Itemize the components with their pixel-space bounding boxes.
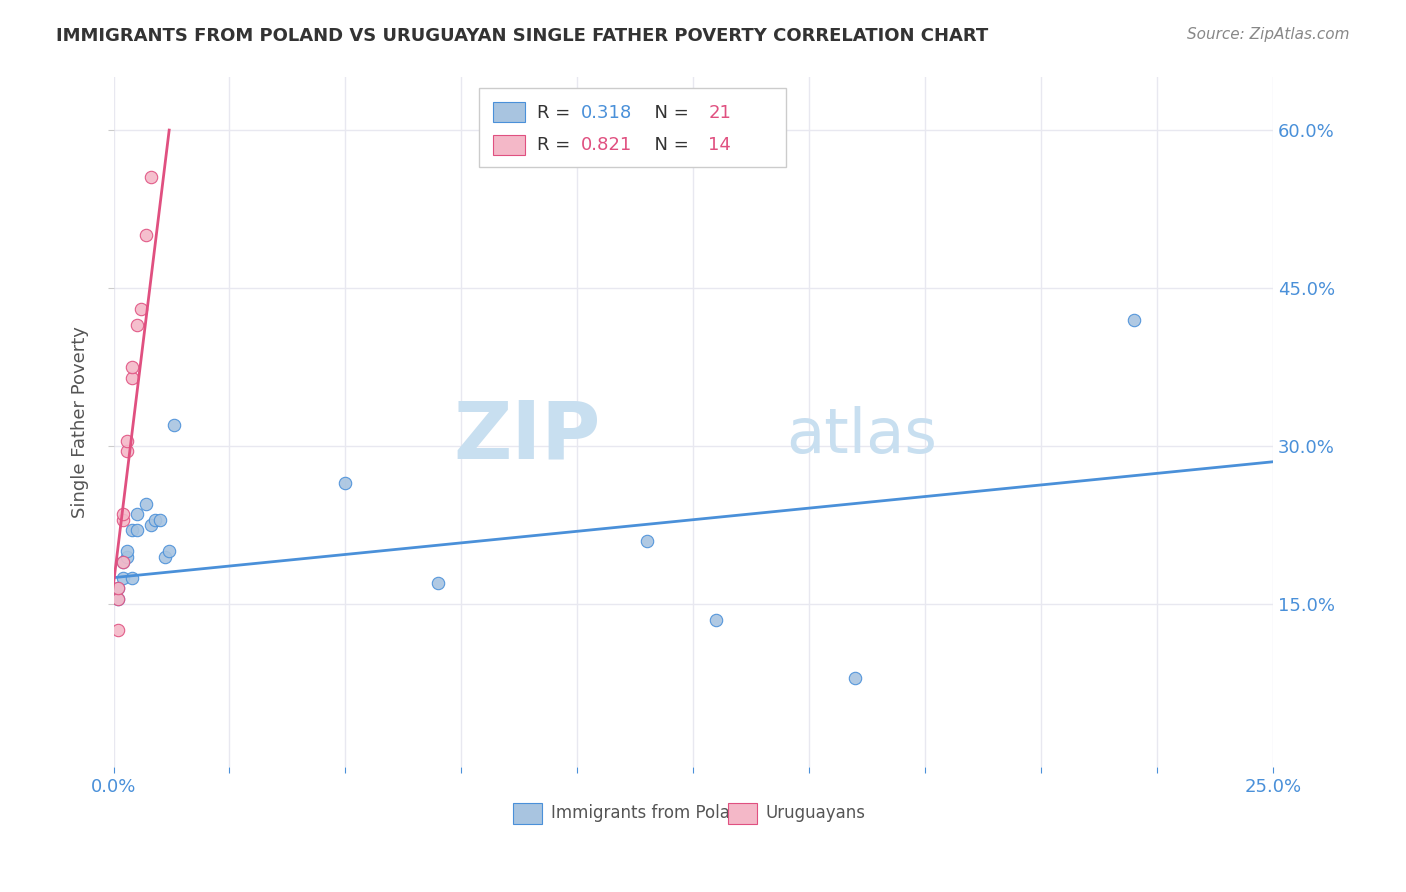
Point bbox=[135, 228, 157, 243]
Point bbox=[131, 302, 153, 317]
Point bbox=[121, 523, 143, 537]
Text: atlas: atlas bbox=[786, 406, 936, 467]
Text: IMMIGRANTS FROM POLAND VS URUGUAYAN SINGLE FATHER POVERTY CORRELATION CHART: IMMIGRANTS FROM POLAND VS URUGUAYAN SING… bbox=[56, 27, 988, 45]
FancyBboxPatch shape bbox=[728, 803, 756, 823]
Point bbox=[121, 370, 143, 384]
Text: R =: R = bbox=[537, 103, 575, 121]
Point bbox=[335, 475, 357, 490]
Point bbox=[157, 544, 180, 558]
Point bbox=[111, 571, 134, 585]
FancyBboxPatch shape bbox=[513, 803, 543, 823]
Point bbox=[125, 318, 148, 332]
Text: 21: 21 bbox=[709, 103, 731, 121]
Point bbox=[121, 571, 143, 585]
Point bbox=[111, 555, 134, 569]
Point bbox=[111, 555, 134, 569]
Text: 0.821: 0.821 bbox=[581, 136, 631, 154]
Point bbox=[111, 513, 134, 527]
Point bbox=[149, 513, 172, 527]
Text: N =: N = bbox=[644, 103, 695, 121]
Text: Immigrants from Poland: Immigrants from Poland bbox=[551, 805, 751, 822]
Point bbox=[107, 624, 129, 638]
FancyBboxPatch shape bbox=[478, 87, 786, 167]
Text: 0.318: 0.318 bbox=[581, 103, 631, 121]
Point bbox=[139, 518, 162, 533]
Point bbox=[107, 591, 129, 606]
Point bbox=[117, 434, 139, 448]
Point bbox=[117, 549, 139, 564]
FancyBboxPatch shape bbox=[492, 102, 524, 122]
Point bbox=[844, 671, 866, 685]
Point bbox=[636, 533, 658, 548]
Text: R =: R = bbox=[537, 136, 575, 154]
Point bbox=[125, 523, 148, 537]
Point bbox=[111, 508, 134, 522]
Point bbox=[153, 549, 176, 564]
Point bbox=[107, 581, 129, 595]
Point bbox=[121, 359, 143, 374]
Point bbox=[107, 581, 129, 595]
Point bbox=[143, 513, 166, 527]
Y-axis label: Single Father Poverty: Single Father Poverty bbox=[72, 326, 89, 518]
Text: 14: 14 bbox=[709, 136, 731, 154]
Point bbox=[125, 508, 148, 522]
Point bbox=[427, 575, 450, 590]
Point bbox=[163, 417, 186, 432]
Point bbox=[107, 591, 129, 606]
Point bbox=[1122, 312, 1144, 326]
Point bbox=[135, 497, 157, 511]
Point bbox=[704, 613, 727, 627]
Text: N =: N = bbox=[644, 136, 695, 154]
Point bbox=[117, 444, 139, 458]
Text: ZIP: ZIP bbox=[453, 397, 600, 475]
FancyBboxPatch shape bbox=[492, 135, 524, 155]
Point bbox=[139, 170, 162, 185]
Text: Source: ZipAtlas.com: Source: ZipAtlas.com bbox=[1187, 27, 1350, 42]
Point bbox=[117, 544, 139, 558]
Text: Uruguayans: Uruguayans bbox=[765, 805, 865, 822]
